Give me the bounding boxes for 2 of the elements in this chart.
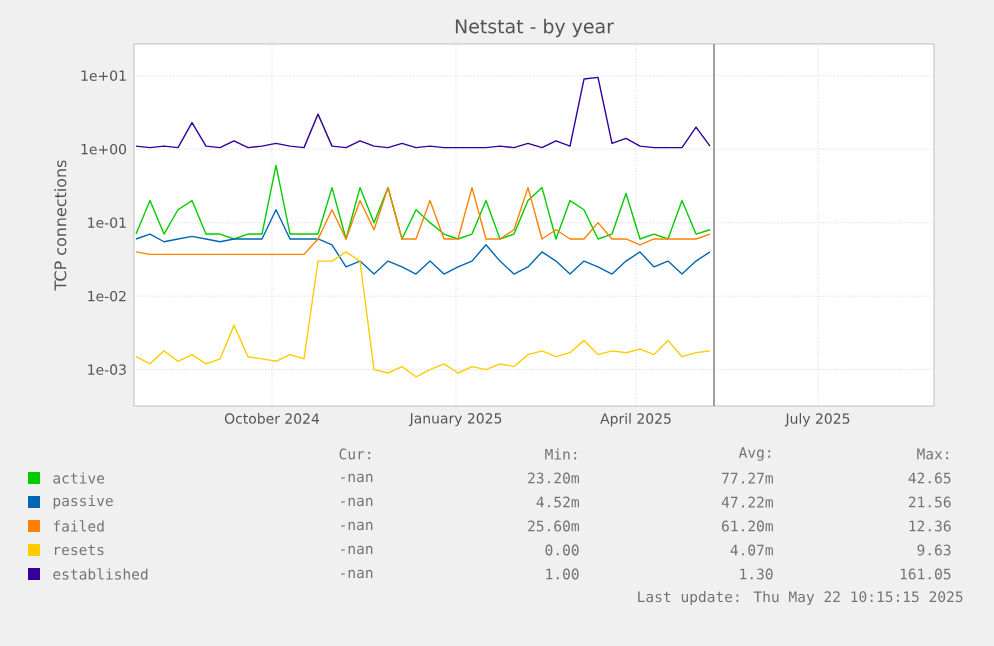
- chart-title: Netstat - by year: [455, 18, 614, 38]
- line-series: [135, 251, 711, 378]
